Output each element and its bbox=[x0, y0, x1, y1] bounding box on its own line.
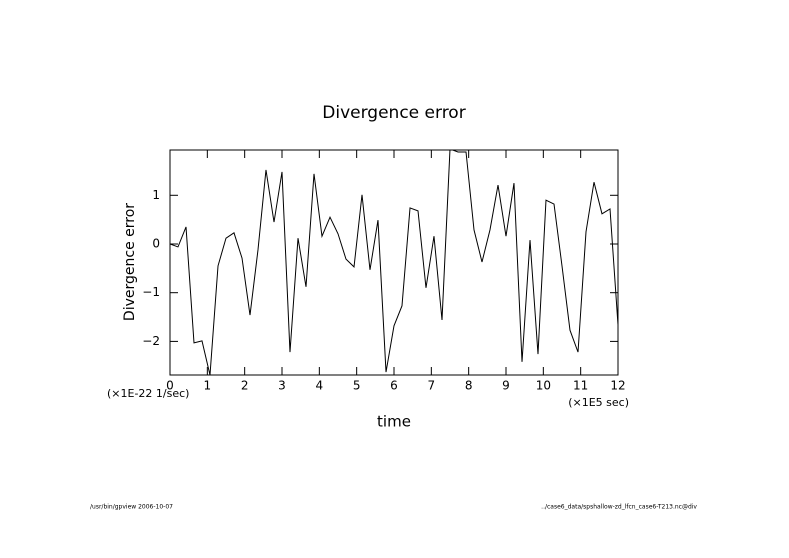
y-tick-label: −2 bbox=[142, 334, 160, 348]
y-axis-label: Divergence error bbox=[122, 203, 138, 321]
x-unit: (×1E5 sec) bbox=[568, 396, 629, 409]
x-tick-label: 3 bbox=[278, 379, 286, 393]
footer-left: /usr/bin/gpview 2006-10-07 bbox=[90, 504, 173, 511]
y-tick-label: 0 bbox=[152, 236, 160, 250]
chart-title: Divergence error bbox=[322, 103, 465, 123]
x-tick-label: 0 bbox=[166, 379, 174, 393]
x-tick-label: 7 bbox=[428, 379, 436, 393]
data-line bbox=[170, 150, 618, 375]
x-tick-label: 11 bbox=[573, 379, 588, 393]
x-tick-label: 1 bbox=[204, 379, 212, 393]
x-tick-label: 4 bbox=[316, 379, 324, 393]
x-tick-label: 2 bbox=[241, 379, 249, 393]
y-tick-label: 1 bbox=[152, 188, 160, 202]
x-tick-label: 10 bbox=[536, 379, 551, 393]
x-tick-label: 12 bbox=[610, 379, 625, 393]
y-tick-label: −1 bbox=[142, 285, 160, 299]
x-tick-label: 9 bbox=[502, 379, 510, 393]
footer-right: ../case6_data/spshallow-zd_lfcn_case6-T2… bbox=[541, 504, 697, 511]
x-tick-label: 8 bbox=[465, 379, 473, 393]
x-tick-label: 6 bbox=[390, 379, 398, 393]
x-axis-label: time bbox=[377, 413, 411, 431]
y-unit: (×1E-22 1/sec) bbox=[107, 387, 189, 400]
x-tick-label: 5 bbox=[353, 379, 361, 393]
